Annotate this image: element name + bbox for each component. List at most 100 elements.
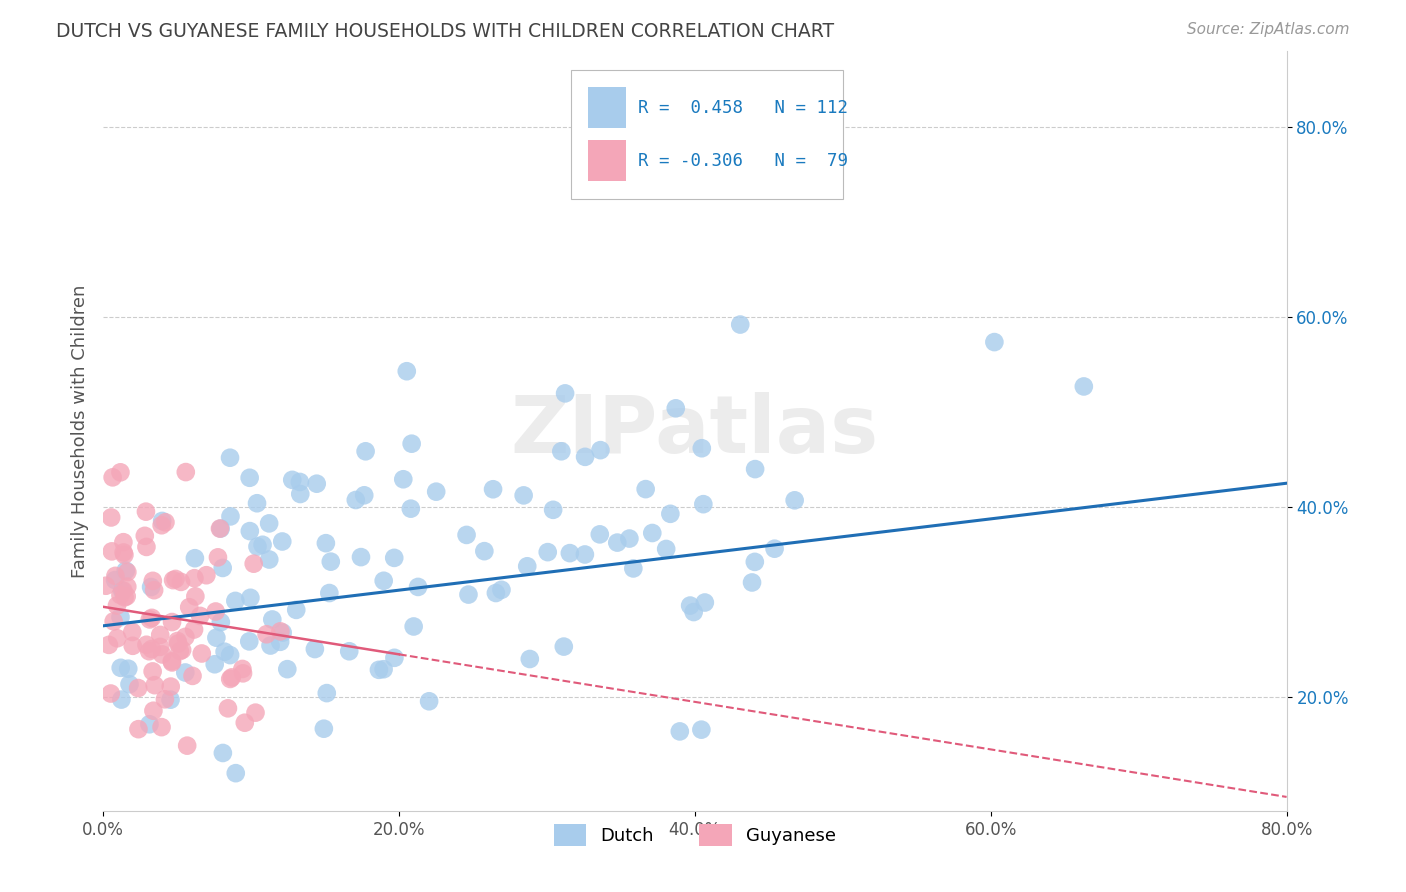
Point (134, 529, 156, 543)
Point (519, 652, 541, 666)
Point (392, 472, 415, 486)
Point (103, 615, 125, 629)
Point (382, 550, 405, 565)
Point (114, 591, 136, 605)
Point (195, 568, 218, 582)
Point (160, 615, 183, 629)
Point (155, 516, 177, 530)
Point (574, 450, 596, 464)
Point (179, 600, 201, 615)
Point (315, 536, 337, 550)
Point (550, 444, 572, 458)
Point (238, 634, 260, 648)
Point (744, 462, 766, 476)
Point (239, 524, 262, 538)
Point (425, 484, 447, 499)
Point (269, 624, 291, 639)
Point (589, 527, 612, 541)
Point (621, 561, 644, 575)
Point (184, 551, 207, 566)
Point (288, 475, 311, 489)
Point (184, 590, 207, 604)
Point (271, 534, 294, 549)
Point (252, 538, 274, 552)
Point (94, 579, 117, 593)
Point (219, 672, 242, 686)
Point (204, 657, 226, 672)
Point (245, 706, 267, 720)
Point (262, 612, 284, 626)
Point (190, 647, 212, 661)
Point (211, 561, 233, 575)
Point (256, 627, 278, 641)
Point (117, 565, 139, 579)
Point (142, 574, 165, 588)
Point (744, 555, 766, 569)
Point (149, 640, 172, 654)
Point (512, 488, 534, 502)
Point (344, 493, 367, 508)
Point (117, 662, 139, 676)
Point (110, 610, 132, 624)
Point (183, 571, 205, 585)
Point (399, 501, 422, 516)
Point (669, 724, 692, 739)
Point (143, 678, 166, 692)
Point (204, 605, 226, 619)
Point (142, 665, 165, 679)
Point (139, 612, 162, 626)
Point (138, 717, 160, 731)
Point (143, 583, 166, 598)
Point (97, 638, 120, 652)
Point (246, 496, 269, 510)
Point (104, 569, 127, 583)
Point (259, 639, 281, 653)
Point (353, 488, 375, 502)
Point (558, 546, 581, 560)
Point (149, 628, 172, 642)
Point (305, 476, 328, 491)
FancyBboxPatch shape (588, 87, 626, 128)
Point (214, 645, 236, 659)
Point (162, 573, 184, 587)
Point (318, 586, 340, 600)
Point (319, 555, 342, 569)
Point (110, 466, 132, 480)
Point (219, 648, 242, 662)
Point (170, 574, 193, 589)
FancyBboxPatch shape (571, 70, 842, 199)
Point (221, 670, 243, 684)
Point (207, 550, 229, 565)
Point (101, 544, 124, 558)
Point (312, 722, 335, 736)
Point (337, 644, 360, 658)
Point (183, 623, 205, 637)
Point (537, 545, 560, 559)
Point (373, 574, 395, 588)
Point (100, 686, 122, 700)
Point (516, 559, 538, 574)
Point (315, 686, 337, 700)
Point (127, 722, 149, 736)
Point (174, 665, 197, 680)
Point (174, 465, 197, 479)
Text: R =  0.458   N = 112: R = 0.458 N = 112 (638, 99, 848, 117)
Point (541, 503, 564, 517)
Point (373, 662, 395, 676)
Point (384, 650, 406, 665)
Point (181, 669, 204, 683)
Point (276, 662, 298, 676)
Point (139, 580, 162, 594)
Point (456, 528, 478, 542)
Point (112, 548, 135, 562)
Point (209, 615, 232, 630)
Point (138, 644, 160, 658)
Point (368, 663, 391, 677)
Point (418, 694, 440, 708)
Point (304, 642, 326, 657)
Point (104, 573, 127, 587)
Point (655, 541, 678, 556)
Point (135, 505, 157, 519)
Point (159, 692, 181, 706)
Point (167, 636, 190, 650)
